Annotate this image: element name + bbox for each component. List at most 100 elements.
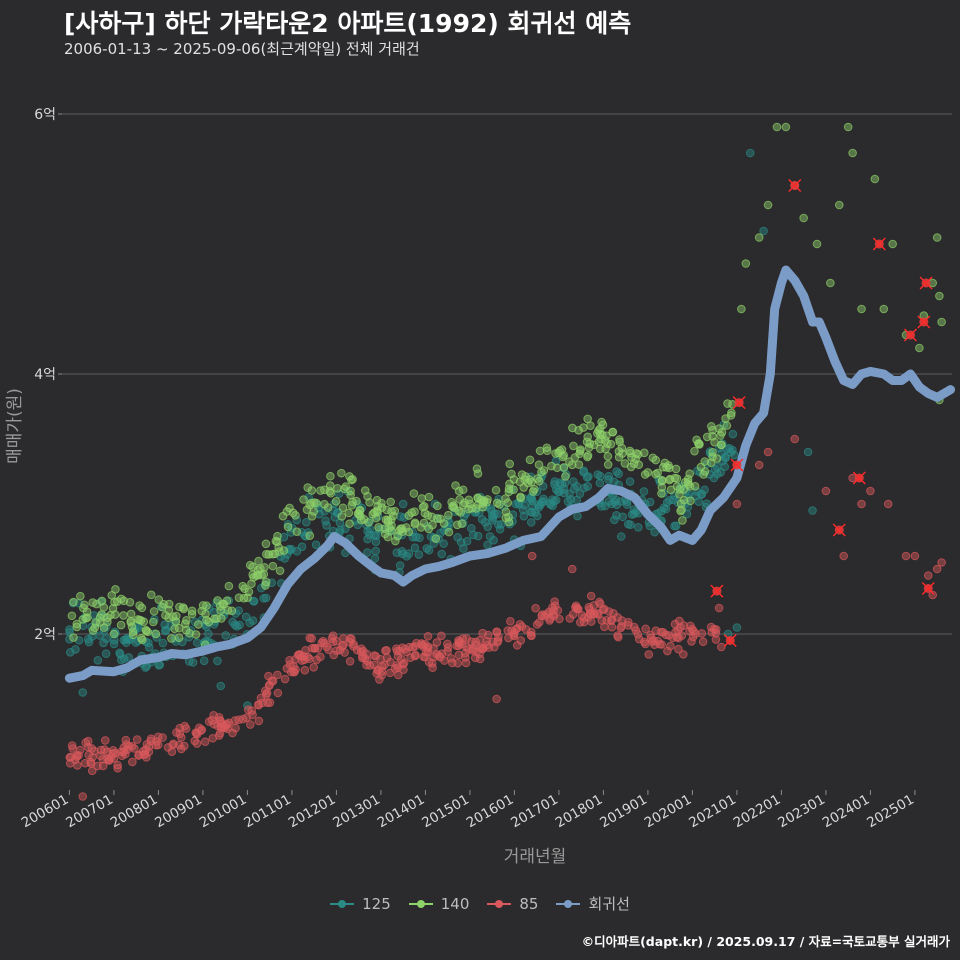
point-125 — [483, 522, 492, 532]
point-125 — [616, 532, 626, 541]
point-125 — [65, 625, 74, 634]
point-140 — [915, 343, 924, 353]
point-85 — [87, 766, 97, 776]
point-140 — [197, 606, 207, 616]
point-140 — [552, 463, 562, 473]
point-140 — [202, 615, 211, 625]
flagged-point-x — [788, 178, 802, 193]
point-85 — [468, 644, 478, 654]
point-85 — [119, 743, 129, 752]
x-tick-label: 202201 — [731, 792, 784, 832]
point-140 — [278, 511, 288, 521]
legend-item-regression[interactable]: 회귀선 — [556, 893, 630, 914]
point-140 — [69, 633, 78, 642]
point-140 — [657, 482, 667, 492]
point-85 — [423, 642, 433, 651]
point-140 — [244, 587, 254, 597]
point-85 — [192, 730, 202, 739]
point-140 — [109, 629, 119, 639]
point-125 — [488, 516, 497, 525]
point-85 — [586, 591, 596, 601]
point-125 — [199, 656, 209, 666]
point-85 — [655, 639, 665, 649]
point-85 — [910, 551, 920, 561]
point-85 — [526, 631, 536, 640]
point-125 — [618, 512, 628, 522]
point-85 — [484, 643, 494, 652]
point-125 — [422, 544, 432, 553]
point-85 — [73, 761, 82, 770]
legend-item-140[interactable]: 140 — [408, 895, 469, 913]
legend-label-85: 85 — [519, 894, 539, 913]
point-140 — [710, 437, 719, 447]
point-125 — [612, 511, 621, 520]
legend-item-125[interactable]: 125 — [330, 895, 391, 913]
point-85 — [687, 624, 697, 634]
point-85 — [113, 760, 122, 770]
point-140 — [433, 501, 442, 511]
point-125 — [582, 473, 592, 482]
flagged-point-x — [832, 523, 846, 537]
point-140 — [505, 479, 514, 489]
point-125 — [508, 510, 518, 520]
point-85 — [527, 551, 537, 561]
point-140 — [326, 471, 335, 481]
point-85 — [443, 647, 452, 656]
point-125 — [178, 637, 187, 647]
point-125 — [573, 511, 582, 521]
point-85 — [717, 642, 726, 652]
point-125 — [371, 537, 381, 547]
point-125 — [700, 485, 709, 495]
point-125 — [709, 473, 719, 483]
point-125 — [604, 497, 614, 506]
point-140 — [142, 626, 151, 636]
point-85 — [492, 694, 501, 704]
point-140 — [275, 566, 285, 576]
point-140 — [386, 497, 395, 507]
point-140 — [391, 536, 400, 546]
point-85 — [624, 617, 633, 627]
point-85 — [68, 744, 78, 753]
point-140 — [174, 633, 184, 642]
point-140 — [215, 601, 225, 611]
point-125 — [453, 533, 462, 542]
point-85 — [293, 650, 303, 660]
point-140 — [154, 595, 164, 604]
point-140 — [717, 427, 727, 437]
point-85 — [644, 650, 654, 659]
flagged-point-x — [710, 584, 724, 598]
point-140 — [69, 597, 78, 607]
point-140 — [525, 475, 534, 485]
point-125 — [612, 467, 621, 476]
point-140 — [935, 291, 944, 301]
point-85 — [688, 632, 698, 642]
point-85 — [138, 746, 148, 756]
point-85 — [358, 651, 367, 661]
point-85 — [857, 499, 866, 509]
point-125 — [670, 521, 679, 531]
point-140 — [359, 515, 369, 524]
point-140 — [191, 630, 201, 639]
point-140 — [202, 601, 211, 610]
point-125 — [483, 540, 492, 550]
point-85 — [285, 655, 294, 665]
point-85 — [714, 603, 724, 613]
point-85 — [398, 659, 408, 669]
point-140 — [574, 426, 583, 435]
point-85 — [754, 460, 764, 470]
point-140 — [111, 585, 120, 594]
point-125 — [633, 523, 643, 532]
point-85 — [132, 735, 142, 744]
point-140 — [99, 603, 109, 612]
point-140 — [302, 505, 312, 515]
point-140 — [410, 518, 420, 528]
point-140 — [374, 522, 383, 532]
point-85 — [586, 617, 596, 626]
point-140 — [365, 498, 374, 507]
point-140 — [125, 598, 135, 607]
point-140 — [291, 511, 300, 520]
point-85 — [139, 750, 148, 759]
legend-item-85[interactable]: 85 — [487, 895, 538, 913]
point-140 — [72, 622, 82, 632]
